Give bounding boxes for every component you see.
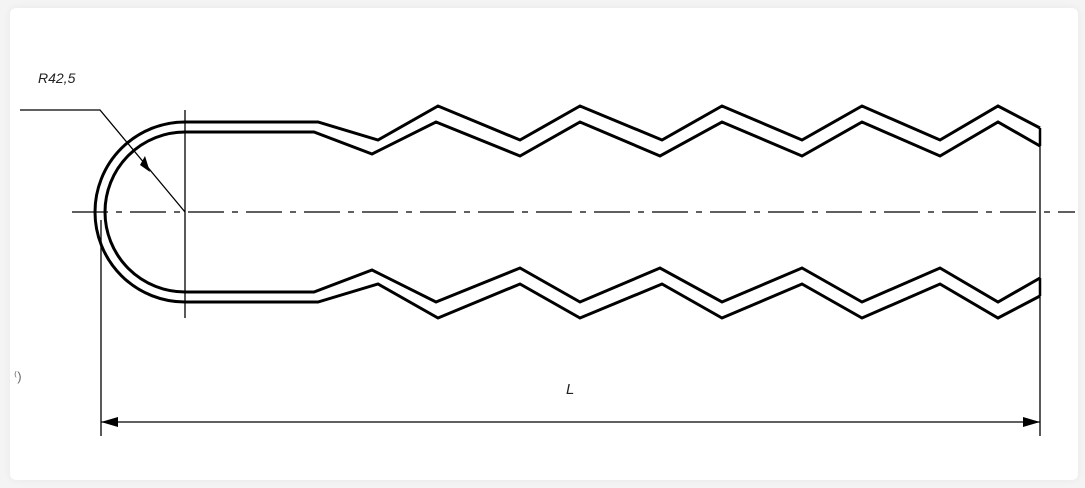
radius-leader-arrow: [140, 156, 150, 172]
inner-profile: [103, 120, 1041, 304]
length-arrow-left: [101, 417, 118, 427]
radius-leader-line: [20, 109, 186, 213]
corner-mark: ⁽): [14, 369, 22, 384]
outer-profile: [93, 104, 1041, 320]
drawing-sheet: [10, 8, 1078, 480]
length-arrow-right: [1023, 417, 1040, 427]
length-dimension-label: L: [566, 381, 575, 398]
radius-dimension-label: R42,5: [38, 70, 76, 86]
